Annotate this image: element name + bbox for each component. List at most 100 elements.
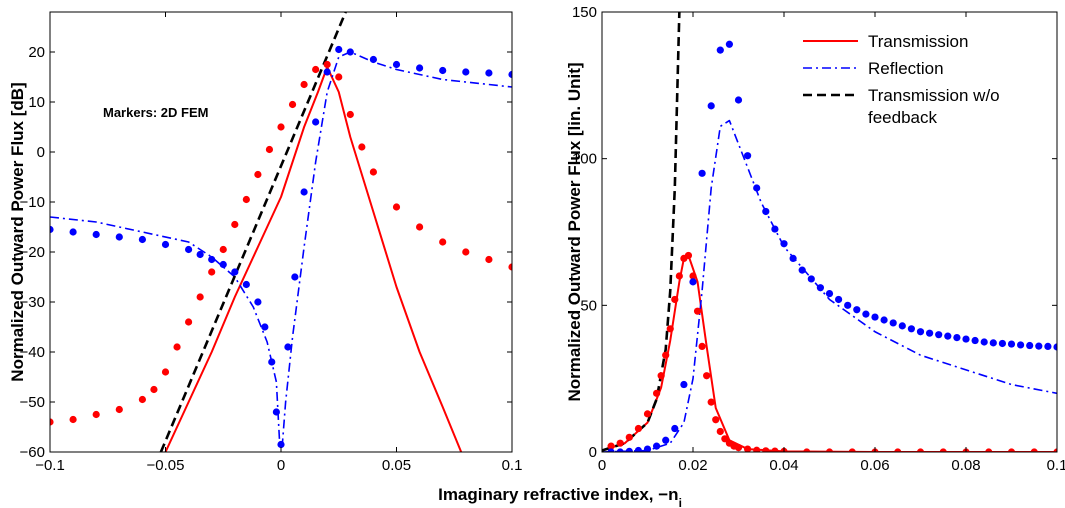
data-point bbox=[335, 45, 343, 54]
data-point bbox=[721, 435, 729, 443]
x-tick-label: 0.04 bbox=[769, 457, 798, 474]
shared-x-axis-label: Imaginary refractive index, −ni bbox=[438, 485, 682, 508]
y-tick-label: −60 bbox=[20, 444, 45, 461]
data-point bbox=[185, 245, 193, 254]
data-point bbox=[716, 427, 724, 436]
data-point bbox=[261, 323, 269, 331]
data-point bbox=[508, 70, 512, 79]
series-line bbox=[164, 66, 463, 452]
data-point bbox=[392, 60, 401, 69]
data-point bbox=[616, 439, 624, 447]
data-point bbox=[242, 195, 250, 204]
series-line bbox=[602, 12, 681, 452]
y-tick-label: −50 bbox=[20, 394, 45, 411]
plot-area bbox=[50, 12, 512, 452]
data-point bbox=[657, 372, 665, 380]
data-point bbox=[369, 55, 377, 64]
data-point bbox=[150, 385, 158, 394]
x-tick-label: 0.06 bbox=[860, 457, 889, 474]
data-point bbox=[825, 448, 834, 452]
y-tick-label: −40 bbox=[20, 344, 45, 361]
data-point bbox=[734, 444, 743, 452]
data-point bbox=[771, 447, 779, 452]
data-point bbox=[1035, 342, 1043, 350]
data-point bbox=[323, 60, 331, 69]
data-point bbox=[485, 69, 493, 77]
data-point bbox=[734, 96, 743, 104]
data-point bbox=[944, 332, 952, 340]
legend: Transmission Reflection Transmission w/o fe… bbox=[803, 32, 1000, 127]
data-point bbox=[138, 235, 146, 244]
data-point bbox=[848, 448, 856, 452]
data-point bbox=[753, 184, 761, 192]
data-point bbox=[1017, 341, 1025, 349]
data-point bbox=[69, 228, 77, 236]
data-point bbox=[1053, 448, 1057, 452]
data-point bbox=[625, 433, 633, 441]
y-tick-label: 150 bbox=[572, 4, 597, 21]
x-axis-label-text: Imaginary refractive index, −n bbox=[438, 485, 678, 504]
data-point bbox=[707, 102, 715, 110]
data-point bbox=[1030, 448, 1038, 452]
data-point bbox=[675, 272, 683, 280]
data-point bbox=[725, 40, 734, 48]
data-point bbox=[462, 68, 470, 76]
data-point bbox=[219, 245, 227, 254]
legend-label: Reflection bbox=[868, 59, 944, 78]
data-point bbox=[643, 445, 652, 452]
data-point bbox=[716, 46, 724, 54]
data-point bbox=[115, 405, 123, 414]
x-tick-label: 0.1 bbox=[502, 457, 523, 474]
axes-box bbox=[601, 11, 1058, 453]
marker-series bbox=[50, 45, 512, 449]
data-point bbox=[92, 230, 100, 239]
data-point bbox=[1044, 342, 1052, 350]
x-tick-label: −0.05 bbox=[147, 457, 185, 474]
y-tick-label: 100 bbox=[572, 151, 597, 168]
data-point bbox=[50, 225, 54, 234]
data-point bbox=[219, 260, 227, 269]
right-plot-linear: 0 0.02 0.04 0.06 0.08 0.1 0 50 100 150 Normalized … bbox=[565, 4, 1065, 474]
data-point bbox=[616, 448, 624, 452]
y-tick-label: −20 bbox=[20, 244, 45, 261]
series-line bbox=[602, 254, 1057, 452]
data-point bbox=[712, 416, 720, 424]
data-point bbox=[161, 368, 170, 376]
y-tick-label: 0 bbox=[37, 144, 45, 161]
x-tick-label: 0.08 bbox=[951, 457, 980, 474]
x-tick-label: 0.02 bbox=[678, 457, 707, 474]
data-point bbox=[185, 318, 193, 326]
data-point bbox=[780, 240, 788, 248]
data-point bbox=[807, 275, 815, 283]
data-point bbox=[935, 331, 943, 339]
data-point bbox=[853, 306, 861, 314]
data-point bbox=[916, 328, 925, 336]
data-point bbox=[277, 123, 285, 131]
y-tick-label: 50 bbox=[580, 297, 597, 314]
data-point bbox=[208, 268, 216, 276]
data-point bbox=[980, 338, 988, 346]
data-point bbox=[196, 293, 204, 301]
data-point bbox=[138, 395, 146, 404]
data-point bbox=[439, 66, 447, 75]
data-point bbox=[161, 240, 170, 249]
data-point bbox=[835, 295, 843, 304]
data-point bbox=[300, 188, 308, 196]
data-point bbox=[439, 238, 447, 246]
data-point bbox=[277, 440, 285, 449]
data-point bbox=[208, 255, 216, 264]
data-point bbox=[284, 343, 292, 351]
left-plot-db: −0.1 −0.05 0 0.05 0.1 −60 −50 −40 −30 −20 −10 0 10 20… bbox=[8, 11, 523, 474]
data-point bbox=[744, 445, 752, 452]
series-line bbox=[50, 51, 512, 448]
data-point bbox=[825, 290, 834, 298]
data-point bbox=[634, 446, 642, 452]
data-point bbox=[634, 424, 643, 433]
data-point bbox=[1053, 343, 1057, 351]
data-point bbox=[643, 410, 652, 418]
data-point bbox=[803, 448, 811, 452]
x-axis-label-subscript: i bbox=[679, 496, 682, 508]
y-tick-label: 10 bbox=[28, 94, 45, 111]
data-point bbox=[268, 358, 276, 366]
marker-series bbox=[607, 251, 1057, 452]
